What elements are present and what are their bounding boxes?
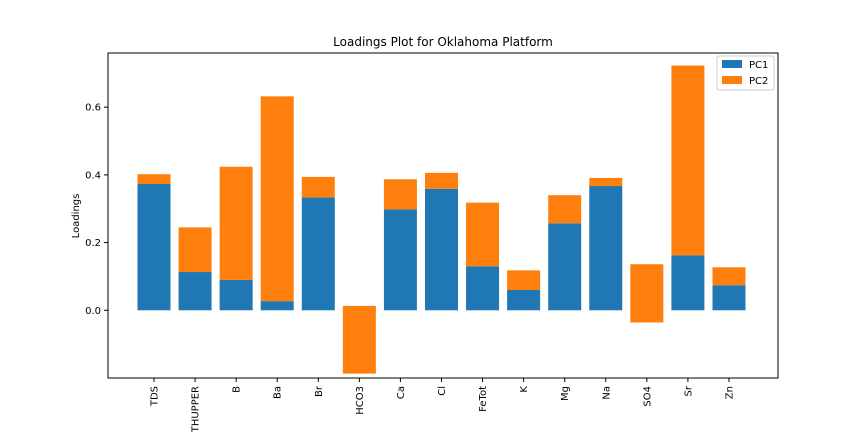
bar-pc2-zn xyxy=(712,267,746,286)
x-tick-label: Br xyxy=(314,385,325,397)
x-axis-ticks: TDS THUPPER B Ba Br HCO3 Ca Cl FeTot K Mg Na SO4 Sr Zn xyxy=(150,378,735,432)
bar-pc2-so4 xyxy=(630,264,664,323)
bar-pc2-cl xyxy=(424,172,458,189)
bar-pc2-hco3 xyxy=(342,305,376,374)
bar-pc2-br xyxy=(301,176,335,198)
bar-pc2-na xyxy=(589,177,623,187)
y-tick-label: 0.6 xyxy=(85,103,101,114)
bar-pc1-ba xyxy=(260,301,294,311)
bar-pc2-b xyxy=(219,166,253,280)
bar-pc1-cl xyxy=(424,188,458,311)
chart-title: Loadings Plot for Oklahoma Platform xyxy=(333,35,553,49)
bar-pc2-mg xyxy=(548,195,582,224)
x-tick-label: Na xyxy=(601,386,612,400)
y-tick-label: 0.2 xyxy=(85,238,101,249)
legend-label-pc1: PC1 xyxy=(749,60,768,71)
x-tick-label: Cl xyxy=(437,386,448,396)
bar-pc1-tds xyxy=(137,184,171,311)
x-tick-label: TDS xyxy=(150,386,161,407)
x-tick-label: Sr xyxy=(683,385,694,396)
x-tick-label: THUPPER xyxy=(191,386,202,432)
x-tick-label: SO4 xyxy=(642,386,653,407)
plot-frame xyxy=(107,52,779,379)
x-tick-label: K xyxy=(519,386,530,393)
legend-swatch-pc2 xyxy=(722,76,742,84)
bar-pc1-sr xyxy=(671,255,705,311)
bar-pc1-br xyxy=(301,197,335,311)
legend-label-pc2: PC2 xyxy=(749,76,768,87)
x-tick-label: B xyxy=(232,386,243,393)
bar-pc1-na xyxy=(589,186,623,311)
legend-swatch-pc1 xyxy=(722,60,742,68)
bar-pc1-mg xyxy=(548,223,582,311)
y-tick-label: 0.0 xyxy=(85,306,101,317)
bar-pc2-ba xyxy=(260,96,294,302)
bar-pc2-k xyxy=(507,270,541,290)
y-tick-label: 0.4 xyxy=(85,170,101,181)
bar-pc1-ca xyxy=(383,209,417,311)
x-tick-label: FeTot xyxy=(478,386,489,412)
x-tick-label: Ca xyxy=(396,386,407,399)
bar-pc1-zn xyxy=(712,285,746,311)
bar-pc1-fetot xyxy=(466,266,500,311)
legend: PC1 PC2 xyxy=(716,55,775,91)
bar-pc1-k xyxy=(507,289,541,311)
bar-pc2-thupper xyxy=(178,227,212,273)
x-tick-label: HCO3 xyxy=(355,386,366,415)
y-axis-ticks: 0.0 0.2 0.4 0.6 xyxy=(85,103,108,317)
x-tick-label: Zn xyxy=(724,386,735,399)
bar-series xyxy=(137,65,746,374)
y-axis-label: Loadings xyxy=(71,194,82,239)
bar-pc1-b xyxy=(219,279,253,311)
bar-pc2-sr xyxy=(671,65,705,256)
bar-pc2-ca xyxy=(383,179,417,210)
bar-pc1-thupper xyxy=(178,272,212,311)
bar-pc2-tds xyxy=(137,174,171,185)
x-tick-label: Mg xyxy=(560,386,571,401)
bar-pc2-fetot xyxy=(466,202,500,267)
x-tick-label: Ba xyxy=(273,386,284,399)
